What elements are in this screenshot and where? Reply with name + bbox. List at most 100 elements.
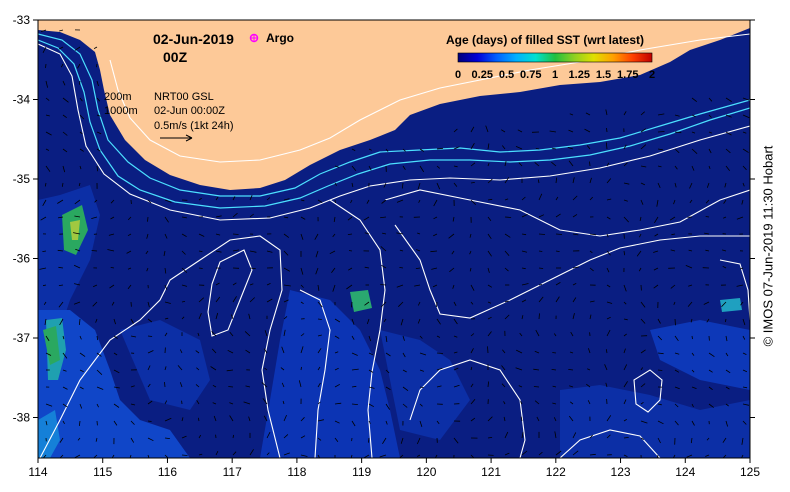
current-vector bbox=[261, 382, 268, 388]
current-vector bbox=[127, 216, 132, 221]
current-vector bbox=[113, 386, 120, 389]
current-vector bbox=[487, 381, 489, 388]
current-vector bbox=[657, 148, 663, 151]
current-vector bbox=[419, 335, 423, 339]
current-vector bbox=[653, 250, 659, 253]
x-tick-label: 116 bbox=[158, 465, 177, 479]
current-vector bbox=[534, 162, 540, 167]
current-vector bbox=[113, 335, 118, 339]
current-vector bbox=[385, 403, 391, 410]
current-vector bbox=[470, 417, 476, 422]
current-vector bbox=[45, 335, 50, 342]
current-vector bbox=[317, 382, 321, 388]
current-vector bbox=[351, 352, 358, 356]
current-vector bbox=[232, 212, 238, 218]
vector-scale-label: 0.5m/s (1kt 24h) bbox=[154, 120, 233, 132]
current-vector bbox=[215, 233, 221, 236]
current-vector bbox=[430, 250, 438, 253]
current-vector bbox=[521, 315, 524, 320]
current-vector bbox=[674, 335, 679, 342]
colorbar-tick-label: 1 bbox=[552, 69, 558, 81]
colorbar-tick-label: 0.75 bbox=[520, 69, 541, 81]
colorbar-title: Age (days) of filled SST (wrt latest) bbox=[446, 33, 644, 47]
current-vector bbox=[572, 266, 580, 269]
current-vector bbox=[283, 284, 291, 287]
current-vector bbox=[317, 366, 321, 371]
current-vector bbox=[329, 250, 336, 255]
current-vector bbox=[640, 401, 644, 405]
isobath-1000m-label: 1000m bbox=[104, 105, 138, 117]
current-vector bbox=[501, 365, 506, 371]
current-vector bbox=[283, 316, 288, 320]
current-vector bbox=[402, 335, 405, 341]
current-vector bbox=[95, 437, 98, 442]
current-vector bbox=[348, 250, 353, 252]
current-vector bbox=[334, 402, 342, 405]
current-vector bbox=[538, 250, 543, 252]
current-vector bbox=[606, 316, 611, 320]
current-vector bbox=[211, 331, 217, 337]
current-vector bbox=[130, 318, 134, 324]
current-vector bbox=[623, 418, 628, 422]
current-vector bbox=[334, 318, 341, 323]
current-vector bbox=[689, 199, 693, 204]
current-vector bbox=[741, 454, 744, 458]
current-vector bbox=[111, 454, 115, 458]
current-vector bbox=[674, 182, 677, 188]
current-vector bbox=[96, 369, 103, 375]
current-vector bbox=[385, 369, 390, 374]
x-tick-label: 123 bbox=[611, 465, 631, 479]
current-vector bbox=[96, 80, 99, 87]
current-vector bbox=[487, 437, 493, 439]
current-vector bbox=[572, 432, 577, 439]
current-vector bbox=[42, 199, 47, 206]
current-vector bbox=[147, 301, 150, 308]
current-vector bbox=[469, 267, 472, 272]
current-vector bbox=[130, 385, 135, 388]
current-vector bbox=[368, 148, 372, 151]
current-vector bbox=[606, 329, 611, 337]
current-vector bbox=[130, 335, 137, 338]
current-vector bbox=[705, 216, 710, 218]
current-vector bbox=[436, 352, 444, 354]
current-vector bbox=[470, 399, 476, 405]
current-vector bbox=[538, 296, 544, 303]
current-vector bbox=[674, 420, 679, 426]
current-vector bbox=[283, 233, 290, 238]
current-vector bbox=[177, 365, 183, 371]
colorbar-tick-label: 0 bbox=[455, 69, 461, 81]
current-vector bbox=[535, 329, 540, 337]
current-vector bbox=[147, 454, 150, 458]
current-vector bbox=[657, 318, 661, 324]
current-vector bbox=[417, 232, 421, 235]
current-vector bbox=[44, 182, 47, 187]
current-vector bbox=[264, 367, 268, 371]
current-vector bbox=[402, 165, 406, 170]
current-vector bbox=[623, 162, 628, 167]
current-vector bbox=[215, 250, 222, 253]
current-vector bbox=[379, 454, 387, 458]
current-vector bbox=[742, 335, 746, 340]
current-vector bbox=[396, 232, 404, 235]
current-vector bbox=[381, 199, 387, 204]
current-vector bbox=[555, 450, 562, 456]
current-vector bbox=[96, 352, 102, 357]
current-vector bbox=[606, 233, 609, 238]
current-vector bbox=[469, 233, 472, 238]
current-vector bbox=[725, 148, 731, 154]
current-vector bbox=[402, 369, 407, 373]
current-vector bbox=[674, 114, 680, 117]
current-vector bbox=[181, 216, 187, 219]
current-vector bbox=[249, 449, 254, 456]
current-vector bbox=[45, 420, 48, 426]
current-vector bbox=[504, 300, 509, 303]
current-vector bbox=[198, 267, 203, 269]
current-vector bbox=[364, 454, 370, 458]
current-vector bbox=[210, 366, 217, 371]
current-vector bbox=[690, 318, 693, 323]
current-vector bbox=[669, 216, 676, 221]
current-vector bbox=[147, 199, 152, 204]
current-vector bbox=[487, 178, 493, 184]
current-vector bbox=[399, 267, 404, 269]
current-vector bbox=[623, 318, 628, 321]
